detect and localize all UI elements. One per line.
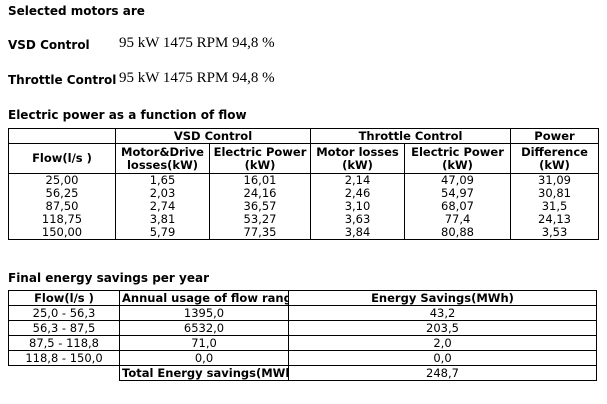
- table-row: 56,25 2,03 24,16 2,46 54,97 30,81: [8, 187, 600, 200]
- col-header-annual-usage: Annual usage of flow range: [119, 290, 289, 306]
- table-row: 118,75 3,81 53,27 3,63 77,4 24,13: [8, 213, 600, 226]
- table-row: 118,8 - 150,0 0,0 0,0: [8, 350, 597, 366]
- col-header-flow: Flow(l/s ): [8, 143, 116, 174]
- cell: 68,07: [403, 200, 512, 213]
- cell: 2,0: [288, 335, 597, 351]
- group-header-throttle: Throttle Control: [309, 128, 512, 144]
- col-header-difference: Difference (kW): [510, 143, 600, 174]
- cell: 77,35: [209, 226, 311, 240]
- cell: 2,14: [310, 173, 405, 187]
- cell: 16,01: [209, 173, 311, 187]
- cell: 31,09: [510, 173, 600, 187]
- table-row: 87,50 2,74 36,57 3,10 68,07 31,5: [8, 200, 600, 213]
- cell: 203,5: [288, 320, 597, 336]
- throttle-label: Throttle Control: [8, 73, 117, 87]
- cell: 25,00: [8, 173, 116, 187]
- cell: 77,4: [403, 213, 512, 226]
- throttle-spec: 95 kW 1475 RPM 94,8 %: [119, 70, 275, 86]
- cell: 118,8 - 150,0: [8, 350, 120, 366]
- col-header-throttle-power: Electric Power (kW): [403, 143, 512, 174]
- cell: 118,75: [8, 213, 116, 226]
- cell: 150,00: [8, 226, 116, 240]
- cell: 36,57: [209, 200, 311, 213]
- cell: 25,0 - 56,3: [8, 305, 120, 321]
- table-row: 25,0 - 56,3 1395,0 43,2: [8, 305, 597, 321]
- cell: 3,53: [510, 226, 600, 240]
- vsd-spec: 95 kW 1475 RPM 94,8 %: [119, 35, 275, 51]
- power-table-title: Electric power as a function of flow: [8, 108, 247, 122]
- vsd-label: VSD Control: [8, 38, 90, 52]
- cell: 87,5 - 118,8: [8, 335, 120, 351]
- total-row: Total Energy savings(MWh) 248,7: [9, 365, 597, 381]
- cell: 43,2: [288, 305, 597, 321]
- table-row: 150,00 5,79 77,35 3,84 80,88 3,53: [8, 226, 600, 240]
- group-header-power: Power: [510, 128, 600, 144]
- col-header-flow-range: Flow(l/s ): [8, 290, 120, 306]
- cell: 71,0: [119, 335, 289, 351]
- cell: 1395,0: [119, 305, 289, 321]
- cell: 2,46: [310, 187, 405, 200]
- cell: 47,09: [403, 173, 512, 187]
- savings-table-title: Final energy savings per year: [8, 271, 209, 285]
- col-header-throttle-losses: Motor losses (kW): [310, 143, 405, 174]
- cell: 56,25: [8, 187, 116, 200]
- col-header-energy-savings: Energy Savings(MWh): [288, 290, 597, 306]
- cell: 1,65: [115, 173, 210, 187]
- cell: 5,79: [115, 226, 210, 240]
- col-header-vsd-power: Electric Power (kW): [209, 143, 311, 174]
- table-row: 25,00 1,65 16,01 2,14 47,09 31,09: [8, 173, 600, 187]
- cell: 3,81: [115, 213, 210, 226]
- cell: 87,50: [8, 200, 116, 213]
- cell: 3,10: [310, 200, 405, 213]
- power-table: VSD Control Throttle Control Power Flow(…: [8, 128, 600, 240]
- cell: 6532,0: [119, 320, 289, 336]
- cell: 31,5: [510, 200, 600, 213]
- empty-cell: [9, 366, 120, 381]
- header-empty: [8, 128, 116, 144]
- page-heading: Selected motors are: [8, 4, 145, 18]
- table-row: 56,3 - 87,5 6532,0 203,5: [8, 320, 597, 336]
- table-row: 87,5 - 118,8 71,0 2,0: [8, 335, 597, 351]
- cell: 3,84: [310, 226, 405, 240]
- cell: 0,0: [119, 350, 289, 366]
- cell: 2,74: [115, 200, 210, 213]
- cell: 3,63: [310, 213, 405, 226]
- cell: 24,13: [510, 213, 600, 226]
- cell: 53,27: [209, 213, 311, 226]
- col-header-vsd-losses: Motor&Drive losses(kW): [115, 143, 210, 174]
- cell: 24,16: [209, 187, 311, 200]
- cell: 56,3 - 87,5: [8, 320, 120, 336]
- cell: 80,88: [403, 226, 512, 240]
- total-value: 248,7: [288, 365, 597, 381]
- cell: 30,81: [510, 187, 600, 200]
- cell: 54,97: [403, 187, 512, 200]
- cell: 2,03: [115, 187, 210, 200]
- group-header-vsd: VSD Control: [115, 128, 311, 144]
- savings-table: Flow(l/s ) Annual usage of flow range En…: [8, 290, 597, 381]
- cell: 0,0: [288, 350, 597, 366]
- total-label: Total Energy savings(MWh): [119, 365, 289, 381]
